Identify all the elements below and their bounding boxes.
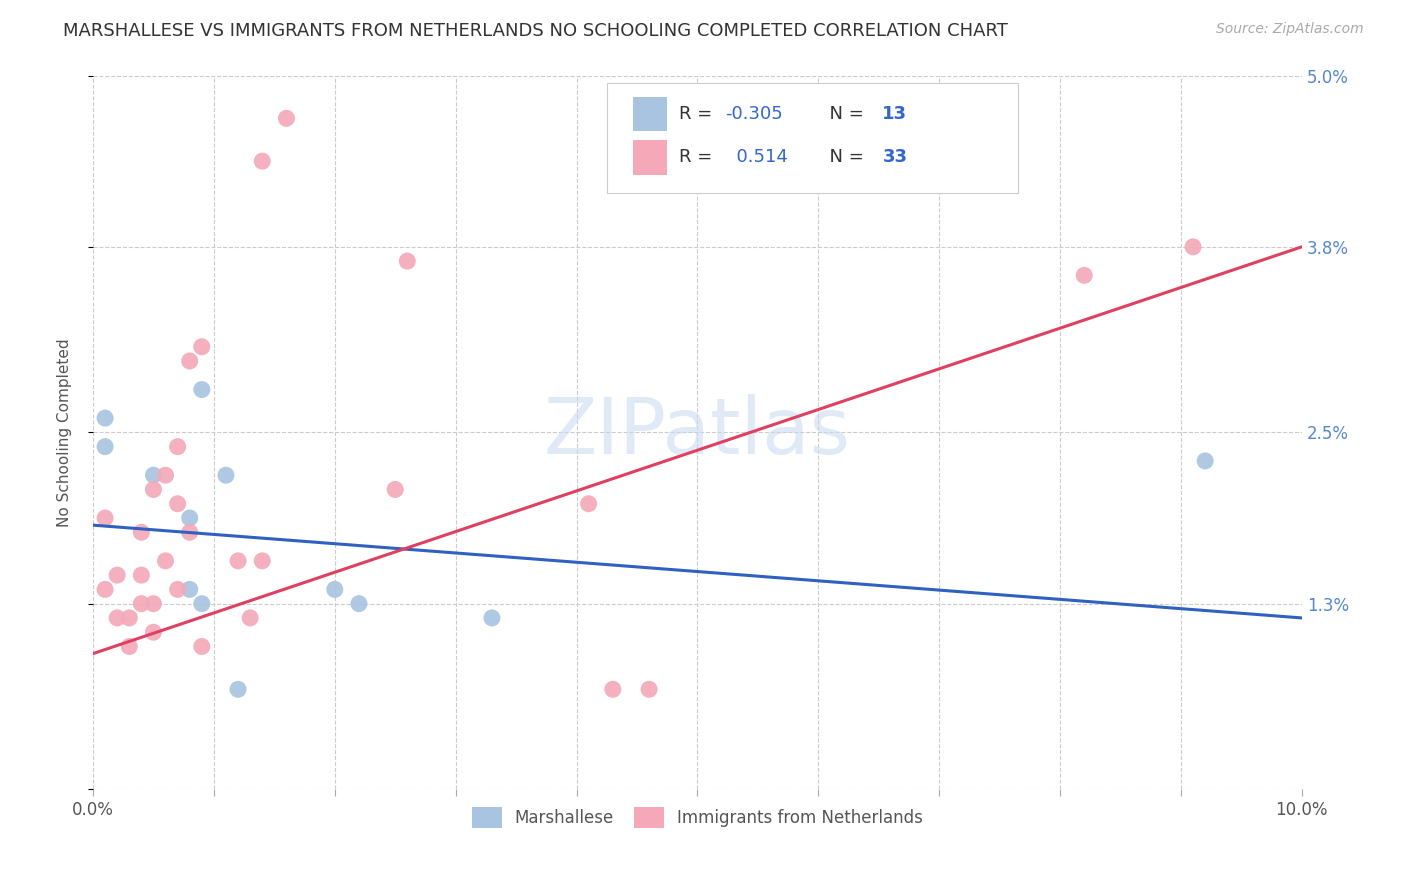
Point [179,582,201,597]
Point [347,597,370,611]
Y-axis label: No Schooling Completed: No Schooling Completed [58,338,72,526]
Text: N =: N = [818,148,870,167]
Point [118,640,141,654]
Text: MARSHALLESE VS IMMIGRANTS FROM NETHERLANDS NO SCHOOLING COMPLETED CORRELATION CH: MARSHALLESE VS IMMIGRANTS FROM NETHERLAN… [63,22,1008,40]
Point [191,597,214,611]
Point [94,440,117,454]
Point [131,597,153,611]
Point [105,568,128,582]
Point [396,254,419,268]
Text: -0.305: -0.305 [725,105,783,123]
Point [578,497,600,511]
Point [179,525,201,540]
Point [191,340,214,354]
Text: R =: R = [679,148,718,167]
Text: N =: N = [818,105,870,123]
Point [638,682,661,697]
Point [323,582,346,597]
Point [1182,240,1205,254]
Text: 33: 33 [883,148,907,167]
Point [252,554,274,568]
Point [602,682,624,697]
Point [131,525,153,540]
Point [131,568,153,582]
Point [239,611,262,625]
Point [226,682,249,697]
FancyBboxPatch shape [607,83,1018,194]
Text: Source: ZipAtlas.com: Source: ZipAtlas.com [1216,22,1364,37]
Point [191,383,214,397]
Point [191,640,214,654]
Point [155,468,177,483]
Text: ZIPatlas: ZIPatlas [544,394,851,470]
Text: R =: R = [679,105,718,123]
Point [142,625,165,640]
Point [166,582,188,597]
Point [179,354,201,368]
Point [252,154,274,169]
Text: 0.514: 0.514 [725,148,789,167]
Point [226,554,249,568]
Point [94,582,117,597]
Point [481,611,503,625]
Point [166,497,188,511]
Point [155,554,177,568]
Point [215,468,238,483]
Point [94,511,117,525]
FancyBboxPatch shape [633,97,668,131]
Point [384,483,406,497]
Point [142,468,165,483]
Point [94,411,117,425]
Text: 13: 13 [883,105,907,123]
Point [179,511,201,525]
Point [276,112,298,126]
Legend: Marshallese, Immigrants from Netherlands: Marshallese, Immigrants from Netherlands [465,801,929,834]
Point [1194,454,1216,468]
Point [166,440,188,454]
Point [1073,268,1095,283]
Point [105,611,128,625]
Point [142,597,165,611]
Point [118,611,141,625]
Point [142,483,165,497]
FancyBboxPatch shape [633,140,668,175]
